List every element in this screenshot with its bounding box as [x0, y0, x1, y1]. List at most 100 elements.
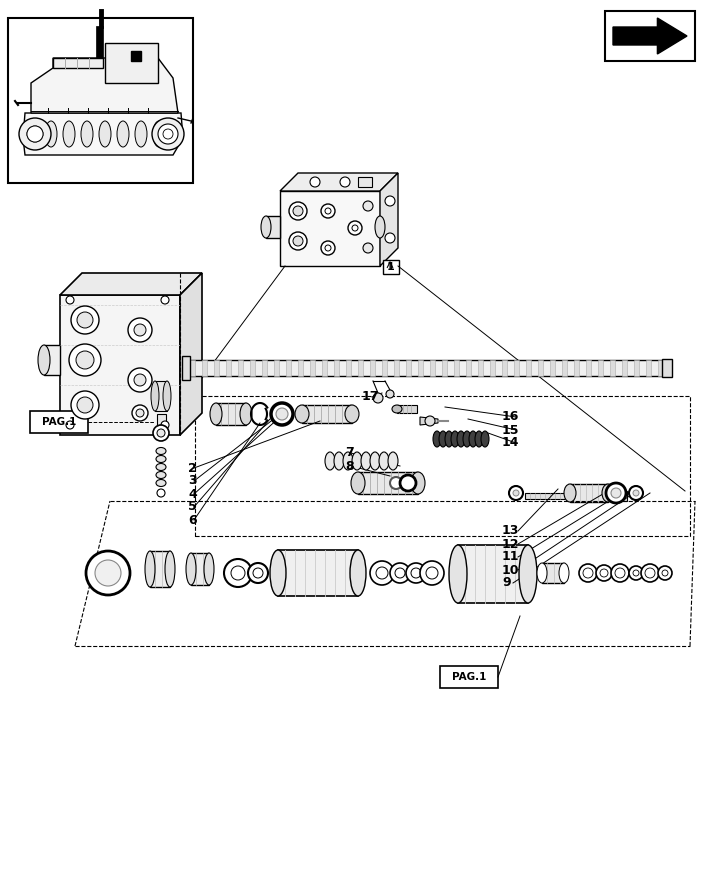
Bar: [458, 545, 528, 603]
Bar: [214, 360, 219, 376]
Ellipse shape: [165, 551, 175, 587]
Circle shape: [633, 490, 639, 496]
Bar: [238, 360, 243, 376]
Circle shape: [363, 201, 373, 211]
Circle shape: [134, 324, 146, 336]
Bar: [274, 360, 279, 376]
Circle shape: [253, 568, 263, 578]
Circle shape: [513, 490, 519, 496]
Ellipse shape: [388, 452, 398, 470]
Ellipse shape: [537, 563, 547, 583]
Ellipse shape: [186, 553, 196, 585]
Ellipse shape: [156, 479, 166, 486]
Circle shape: [161, 296, 169, 304]
Ellipse shape: [559, 563, 569, 583]
Bar: [226, 360, 231, 376]
Circle shape: [153, 425, 169, 441]
Circle shape: [71, 306, 99, 334]
Ellipse shape: [343, 452, 353, 470]
Circle shape: [658, 566, 672, 580]
Circle shape: [321, 241, 335, 255]
Bar: [286, 360, 291, 376]
Ellipse shape: [45, 121, 57, 147]
Circle shape: [662, 570, 668, 576]
Ellipse shape: [153, 121, 165, 147]
Text: 1: 1: [387, 262, 395, 272]
Circle shape: [373, 393, 383, 403]
Circle shape: [128, 318, 152, 342]
Ellipse shape: [445, 431, 453, 447]
Bar: [525, 493, 615, 499]
Ellipse shape: [411, 472, 425, 494]
Bar: [574, 360, 579, 376]
Circle shape: [152, 118, 184, 150]
Circle shape: [77, 312, 93, 328]
Bar: [490, 360, 495, 376]
Circle shape: [293, 206, 303, 216]
Ellipse shape: [99, 121, 111, 147]
Bar: [202, 360, 207, 376]
Bar: [442, 360, 447, 376]
Text: 7: 7: [345, 447, 354, 460]
Ellipse shape: [27, 121, 39, 147]
Bar: [298, 360, 303, 376]
Ellipse shape: [439, 431, 447, 447]
Polygon shape: [180, 273, 202, 435]
Bar: [610, 360, 615, 376]
Ellipse shape: [135, 121, 147, 147]
Circle shape: [231, 566, 245, 580]
Bar: [302, 405, 352, 423]
Ellipse shape: [117, 121, 129, 147]
Bar: [418, 360, 423, 376]
Text: 2: 2: [188, 462, 197, 475]
Circle shape: [248, 563, 268, 583]
Bar: [662, 359, 672, 377]
Bar: [60, 295, 180, 435]
Text: PAG.1: PAG.1: [452, 672, 486, 682]
Text: 14: 14: [502, 436, 520, 449]
Polygon shape: [105, 43, 158, 83]
Circle shape: [27, 126, 43, 142]
Ellipse shape: [602, 484, 614, 502]
Bar: [150, 551, 170, 587]
Circle shape: [157, 489, 165, 497]
Polygon shape: [31, 58, 178, 113]
Polygon shape: [380, 173, 398, 266]
Circle shape: [645, 568, 655, 578]
Bar: [266, 216, 280, 238]
Text: 8: 8: [345, 460, 354, 472]
Bar: [131, 51, 141, 61]
Bar: [96, 26, 103, 58]
Bar: [526, 360, 531, 376]
Circle shape: [600, 569, 608, 577]
Ellipse shape: [240, 403, 252, 425]
Bar: [466, 360, 471, 376]
Bar: [646, 360, 651, 376]
Ellipse shape: [204, 553, 214, 585]
Circle shape: [390, 477, 402, 489]
Ellipse shape: [295, 405, 309, 423]
Text: 11: 11: [502, 551, 520, 564]
Text: 16: 16: [502, 411, 520, 424]
Polygon shape: [60, 273, 202, 295]
Text: 17: 17: [362, 390, 380, 403]
Circle shape: [157, 429, 165, 437]
Circle shape: [66, 421, 74, 429]
Bar: [262, 360, 267, 376]
Bar: [310, 360, 315, 376]
Text: PAG.1: PAG.1: [42, 417, 76, 427]
Ellipse shape: [81, 121, 93, 147]
Circle shape: [27, 126, 43, 142]
Circle shape: [95, 560, 121, 586]
Circle shape: [579, 564, 597, 582]
Circle shape: [596, 565, 612, 581]
Circle shape: [293, 236, 303, 246]
Ellipse shape: [210, 403, 222, 425]
Bar: [430, 360, 435, 376]
Circle shape: [132, 405, 148, 421]
Text: 5: 5: [188, 500, 197, 514]
Circle shape: [271, 403, 293, 425]
Bar: [250, 360, 255, 376]
Ellipse shape: [519, 545, 537, 603]
Polygon shape: [613, 18, 687, 54]
